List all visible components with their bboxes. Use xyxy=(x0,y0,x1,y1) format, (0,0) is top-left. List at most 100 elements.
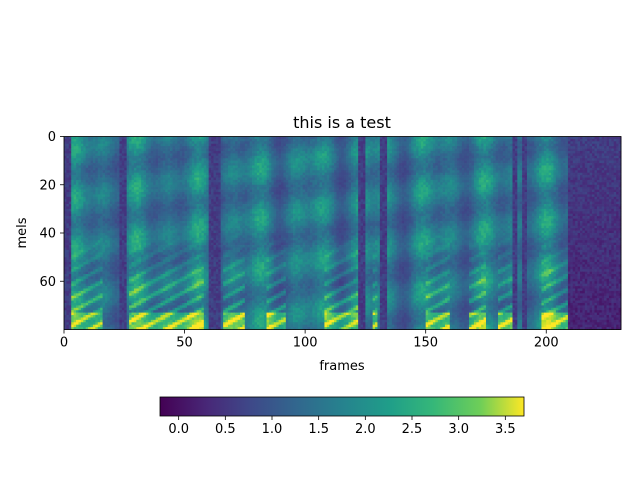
heatmap-cell xyxy=(186,286,190,289)
heatmap-cell xyxy=(88,278,91,282)
heatmap-cell xyxy=(109,196,113,200)
heatmap-cell xyxy=(208,199,212,202)
heatmap-cell xyxy=(104,247,108,251)
heatmap-cell xyxy=(133,170,137,174)
heatmap-cell xyxy=(143,208,147,212)
heatmap-cell xyxy=(80,201,84,205)
heatmap-cell xyxy=(141,170,144,174)
heatmap-cell xyxy=(143,281,147,285)
heatmap-cell xyxy=(165,286,169,289)
heatmap-cell xyxy=(153,191,156,195)
heatmap-cell xyxy=(78,155,82,159)
heatmap-cell xyxy=(141,230,144,234)
heatmap-cell xyxy=(119,150,123,154)
heatmap-cell xyxy=(203,175,207,178)
heatmap-cell xyxy=(174,150,178,154)
heatmap-cell xyxy=(126,264,130,268)
heatmap-cell xyxy=(119,254,123,258)
heatmap-cell xyxy=(143,252,147,256)
heatmap-cell xyxy=(148,208,152,212)
heatmap-cell xyxy=(90,324,94,328)
heatmap-cell xyxy=(117,143,120,147)
heatmap-cell xyxy=(131,230,135,234)
heatmap-cell xyxy=(182,276,185,280)
heatmap-cell xyxy=(100,257,103,260)
heatmap-cell xyxy=(199,269,202,272)
heatmap-cell xyxy=(90,170,94,174)
heatmap-cell xyxy=(208,220,212,224)
heatmap-cell xyxy=(117,259,120,263)
heatmap-cell xyxy=(100,319,103,323)
heatmap-cell xyxy=(64,322,67,326)
heatmap-cell xyxy=(73,179,77,183)
heatmap-cell xyxy=(121,136,125,140)
heatmap-cell xyxy=(182,218,185,222)
heatmap-cell xyxy=(80,245,84,248)
heatmap-cell xyxy=(148,327,152,330)
heatmap-cell xyxy=(73,208,77,212)
heatmap-cell xyxy=(162,223,166,227)
heatmap-cell xyxy=(90,288,94,292)
heatmap-cell xyxy=(114,187,118,190)
heatmap-cell xyxy=(95,138,99,142)
heatmap-cell xyxy=(153,249,156,253)
heatmap-cell xyxy=(71,146,74,149)
heatmap-cell xyxy=(76,274,79,277)
heatmap-cell xyxy=(211,324,214,328)
heatmap-cell xyxy=(143,230,147,234)
heatmap-cell xyxy=(179,228,183,231)
heatmap-cell xyxy=(138,288,142,292)
heatmap-cell xyxy=(68,136,72,140)
heatmap-cell xyxy=(102,199,106,202)
heatmap-cell xyxy=(165,312,169,316)
heatmap-cell xyxy=(76,249,79,253)
heatmap-cell xyxy=(165,158,169,161)
heatmap-cell xyxy=(141,290,144,294)
heatmap-cell xyxy=(124,319,128,323)
heatmap-cell xyxy=(133,247,137,251)
heatmap-cell xyxy=(199,278,202,282)
heatmap-cell xyxy=(107,237,111,241)
heatmap-cell xyxy=(136,225,140,229)
heatmap-cell xyxy=(117,288,120,292)
heatmap-cell xyxy=(150,322,154,326)
heatmap-cell xyxy=(165,194,169,198)
heatmap-cell xyxy=(158,216,161,219)
heatmap-cell xyxy=(211,141,214,145)
heatmap-cell xyxy=(196,179,200,183)
heatmap-cell xyxy=(143,150,147,154)
heatmap-cell xyxy=(68,276,72,280)
heatmap-cell xyxy=(201,230,205,234)
heatmap-cell xyxy=(150,266,154,270)
heatmap-cell xyxy=(196,312,200,316)
heatmap-cell xyxy=(92,237,96,241)
heatmap-cell xyxy=(97,170,101,174)
heatmap-cell xyxy=(162,230,166,234)
heatmap-cell xyxy=(184,177,188,181)
heatmap-cell xyxy=(167,172,171,176)
heatmap-cell xyxy=(203,211,207,215)
heatmap-cell xyxy=(199,271,202,275)
heatmap-cell xyxy=(76,218,79,222)
heatmap-cell xyxy=(177,310,181,313)
heatmap-cell xyxy=(112,170,115,174)
heatmap-cell xyxy=(179,278,183,282)
heatmap-cell xyxy=(160,213,164,217)
heatmap-cell xyxy=(66,153,70,157)
heatmap-cell xyxy=(124,286,128,289)
heatmap-cell xyxy=(121,269,125,272)
heatmap-cell xyxy=(162,218,166,222)
heatmap-cell xyxy=(133,276,137,280)
heatmap-cell xyxy=(78,319,82,323)
heatmap-cell xyxy=(88,172,91,176)
heatmap-cell xyxy=(206,196,210,200)
heatmap-cell xyxy=(114,194,118,198)
heatmap-cell xyxy=(174,230,178,234)
heatmap-cell xyxy=(143,175,147,178)
heatmap-cell xyxy=(126,218,130,222)
heatmap-cell xyxy=(179,167,183,171)
heatmap-cell xyxy=(203,327,207,330)
heatmap-cell xyxy=(90,230,94,234)
heatmap-cell xyxy=(141,194,144,198)
heatmap-cell xyxy=(138,208,142,212)
